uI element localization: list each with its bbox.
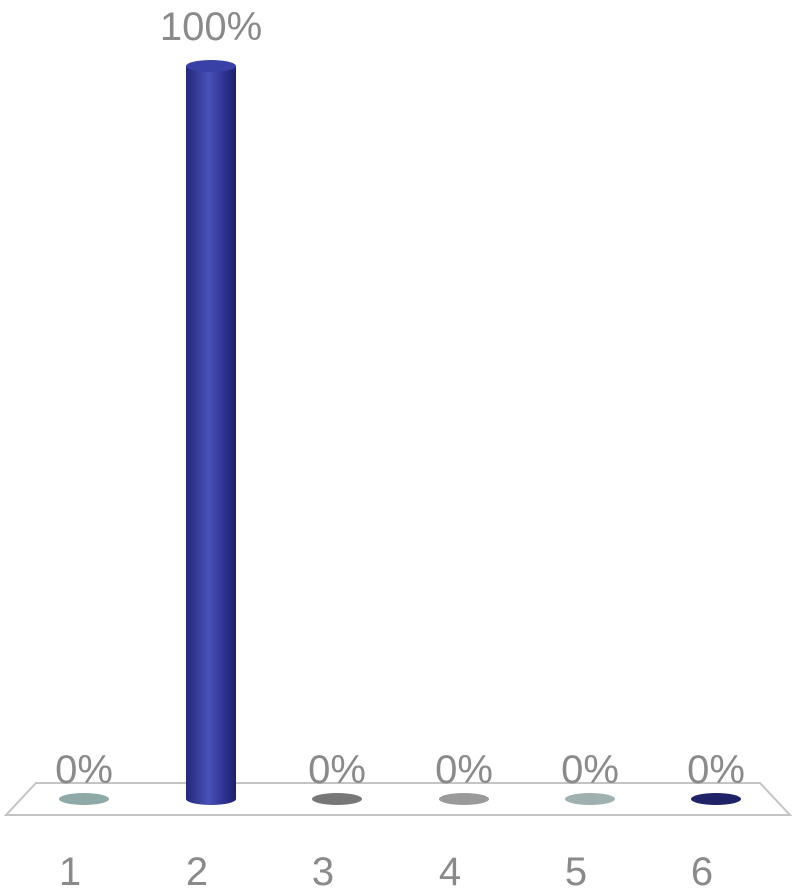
category-label-5: 5 [565,850,587,894]
data-label-3: 0% [308,748,366,792]
data-label-4: 0% [435,748,493,792]
bar-top [186,60,236,72]
category-label-4: 4 [439,850,461,894]
bar-1 [59,793,109,805]
bars-group [59,60,741,805]
bar-body [186,66,236,805]
data-label-1: 0% [55,748,113,792]
data-label-6: 0% [687,748,745,792]
category-label-3: 3 [312,850,334,894]
chart-floor [3,782,793,816]
bar-5 [565,793,615,805]
value-labels-group: 0% 100% 0% 0% 0% 0% [55,5,745,792]
bar-6 [691,793,741,805]
data-label-2: 100% [160,5,262,49]
category-label-6: 6 [691,850,713,894]
category-label-2: 2 [186,850,208,894]
bar-2 [186,60,236,805]
bar-4 [439,793,489,805]
bar-3 [312,793,362,805]
category-labels-group: 1 2 3 4 5 6 [59,850,713,894]
category-label-1: 1 [59,850,81,894]
data-label-5: 0% [561,748,619,792]
